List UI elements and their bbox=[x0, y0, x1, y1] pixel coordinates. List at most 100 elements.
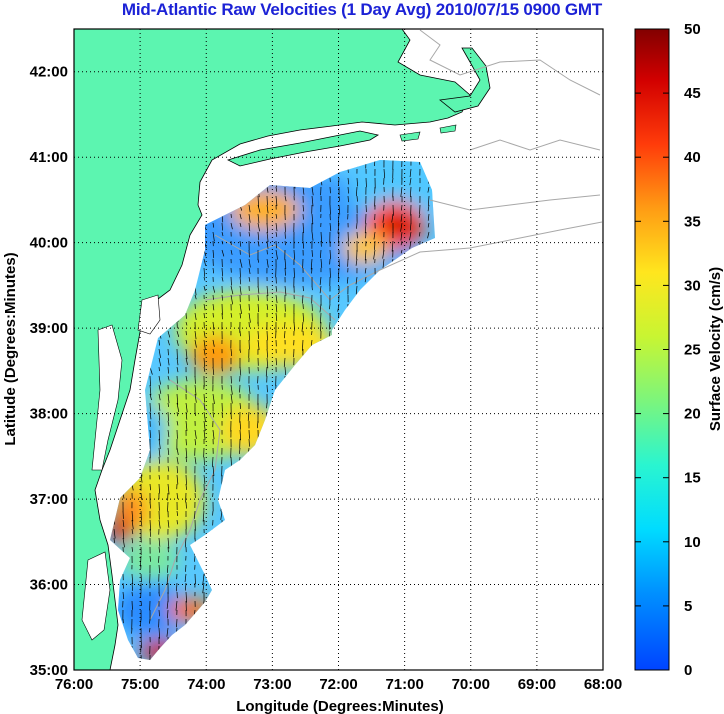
x-tick-label: 76:00 bbox=[55, 676, 93, 693]
velocity-arrow bbox=[185, 420, 188, 431]
velocity-arrow bbox=[364, 276, 367, 283]
velocity-arrow bbox=[239, 213, 242, 220]
velocity-arrow bbox=[167, 609, 169, 619]
velocity-arrow bbox=[382, 213, 385, 223]
velocity-arrow bbox=[131, 510, 134, 522]
velocity-arrow bbox=[167, 330, 171, 338]
y-tick-label: 36:00 bbox=[30, 577, 68, 594]
velocity-arrow bbox=[158, 519, 161, 529]
velocity-arrow bbox=[347, 177, 350, 185]
velocity-arrow bbox=[275, 294, 278, 304]
velocity-arrow bbox=[194, 312, 197, 320]
velocity-arrow bbox=[158, 393, 161, 401]
velocity-arrow bbox=[266, 303, 269, 311]
velocity-arrow bbox=[158, 537, 161, 547]
velocity-arrow bbox=[409, 177, 412, 186]
velocity-arrow bbox=[203, 285, 206, 291]
colorbar-tick-label: 30 bbox=[684, 277, 701, 294]
velocity-arrow bbox=[167, 375, 170, 381]
velocity-arrow bbox=[176, 402, 180, 413]
velocity-arrow bbox=[356, 177, 358, 187]
velocity-arrow bbox=[185, 339, 188, 344]
velocity-arrow bbox=[167, 339, 170, 346]
colorbar-label: Surface Velocity (cm/s) bbox=[707, 267, 724, 431]
velocity-arrow bbox=[194, 510, 196, 519]
velocity-arrow bbox=[247, 411, 250, 421]
velocity-arrow bbox=[203, 258, 206, 266]
velocity-arrow bbox=[185, 321, 188, 326]
velocity-arrow bbox=[409, 231, 412, 241]
colorbar-tick-label: 5 bbox=[684, 598, 692, 615]
velocity-arrow bbox=[194, 411, 197, 417]
velocity-arrow bbox=[176, 519, 178, 525]
velocity-arrow bbox=[166, 573, 169, 585]
velocity-arrow bbox=[427, 231, 430, 239]
velocity-arrow bbox=[248, 330, 250, 341]
velocity-arrow bbox=[202, 573, 205, 585]
velocity-arrow bbox=[338, 204, 341, 215]
velocity-arrow bbox=[319, 285, 322, 294]
velocity-arrow bbox=[293, 267, 295, 278]
velocity-arrow bbox=[176, 582, 178, 592]
velocity-arrow bbox=[158, 546, 160, 553]
x-tick-label: 72:00 bbox=[319, 676, 357, 693]
velocity-arrow bbox=[176, 456, 179, 465]
velocity-arrow bbox=[158, 483, 160, 494]
velocity-arrow bbox=[194, 384, 197, 396]
velocity-arrow bbox=[149, 375, 151, 386]
velocity-arrow bbox=[409, 168, 412, 178]
velocity-arrow bbox=[364, 267, 367, 274]
velocity-arrow bbox=[176, 357, 179, 366]
velocity-arrow bbox=[275, 231, 278, 237]
velocity-arrow bbox=[212, 366, 215, 375]
velocity-arrow bbox=[167, 366, 169, 374]
velocity-arrow bbox=[158, 420, 161, 426]
velocity-arrow bbox=[256, 420, 259, 429]
velocity-arrow bbox=[184, 537, 187, 548]
velocity-arrow bbox=[230, 222, 233, 230]
colorbar-tick-label: 40 bbox=[684, 149, 701, 166]
velocity-arrow bbox=[212, 249, 215, 258]
velocity-arrow bbox=[239, 366, 242, 376]
velocity-arrow bbox=[302, 222, 305, 233]
velocity-arrow bbox=[194, 330, 197, 340]
velocity-arrow bbox=[392, 177, 394, 184]
velocity-arrow bbox=[257, 222, 260, 232]
velocity-arrow bbox=[265, 366, 268, 377]
velocity-arrow bbox=[355, 276, 358, 285]
velocity-arrow bbox=[310, 258, 313, 270]
velocity-arrow bbox=[176, 447, 179, 456]
cape-cod bbox=[439, 47, 491, 113]
velocity-arrow bbox=[311, 249, 313, 257]
velocity-arrow bbox=[203, 393, 205, 403]
velocity-arrow bbox=[203, 402, 206, 411]
velocity-arrow bbox=[185, 447, 188, 458]
velocity-arrow bbox=[149, 528, 152, 537]
velocity-arrow bbox=[185, 564, 187, 572]
velocity-arrow bbox=[320, 312, 322, 324]
velocity-arrow bbox=[176, 465, 179, 474]
velocity-arrow bbox=[149, 555, 151, 562]
velocity-arrow bbox=[275, 285, 277, 292]
velocity-arrow bbox=[158, 555, 160, 563]
colorbar-tick-label: 10 bbox=[684, 534, 701, 551]
velocity-arrow bbox=[158, 438, 161, 449]
velocity-arrow bbox=[427, 213, 430, 221]
velocity-arrow bbox=[275, 222, 278, 232]
velocity-arrow bbox=[131, 600, 133, 610]
velocity-arrow bbox=[176, 339, 179, 346]
velocity-arrow bbox=[239, 312, 241, 319]
velocity-arrow bbox=[382, 258, 385, 269]
velocity-arrow bbox=[185, 357, 188, 365]
velocity-arrow bbox=[427, 222, 430, 228]
velocity-arrow bbox=[167, 411, 169, 421]
velocity-arrow bbox=[266, 285, 269, 297]
colorbar-tick-label: 25 bbox=[684, 342, 701, 359]
x-axis-label: Longitude (Degrees:Minutes) bbox=[236, 698, 444, 714]
velocity-arrow bbox=[302, 240, 305, 249]
velocity-arrow bbox=[122, 528, 125, 539]
velocity-arrow bbox=[203, 456, 205, 466]
velocity-arrow bbox=[185, 402, 188, 413]
velocity-arrow bbox=[203, 411, 206, 422]
velocity-arrow bbox=[230, 294, 234, 305]
